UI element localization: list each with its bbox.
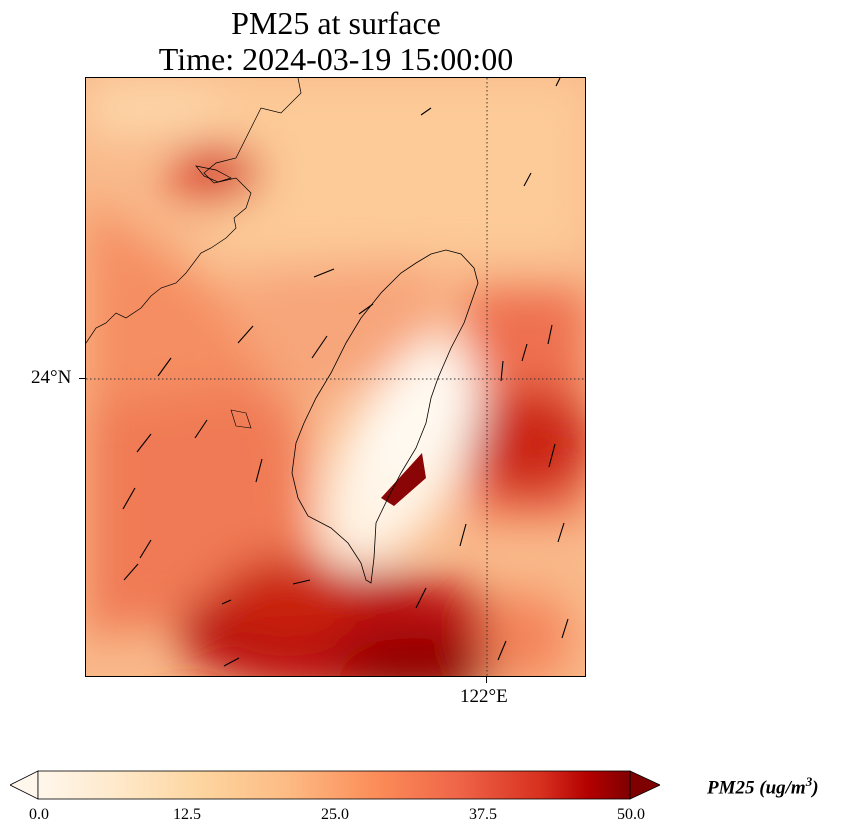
lon-tick-label: 122°E [460, 686, 508, 707]
taiwan-coastline [291, 249, 479, 584]
colorbar-tick-label: 25.0 [321, 806, 349, 823]
colorbar-label: PM25 (ug/m3) [707, 774, 819, 799]
wind-vectors [122, 78, 569, 667]
lat-tick [79, 378, 85, 379]
pm25-map[interactable] [85, 77, 586, 677]
colorbar-gradient [38, 771, 630, 799]
colorbar-max-extend [629, 770, 660, 800]
mainland-coastline [86, 78, 302, 344]
map-title: PM25 at surface [231, 5, 441, 41]
colorbar-tick-label: 50.0 [617, 806, 645, 823]
colorbar-min-extend [10, 770, 39, 800]
colorbar-tick-label: 12.5 [173, 806, 201, 823]
lat-tick-label: 24°N [31, 367, 72, 388]
colorbar-tick-label: 0.0 [29, 806, 49, 823]
lon-tick [486, 677, 487, 683]
colorbar [10, 770, 660, 800]
east-taiwan-hotspot [381, 453, 426, 506]
map-canvas [86, 78, 585, 676]
colorbar-tick-label: 37.5 [469, 806, 497, 823]
map-timestamp: Time: 2024-03-19 15:00:00 [158, 41, 514, 77]
pm25-field [86, 78, 585, 676]
